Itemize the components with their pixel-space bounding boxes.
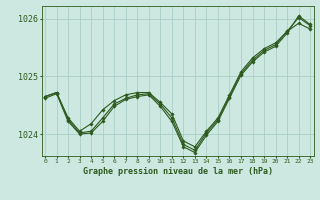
X-axis label: Graphe pression niveau de la mer (hPa): Graphe pression niveau de la mer (hPa): [83, 167, 273, 176]
